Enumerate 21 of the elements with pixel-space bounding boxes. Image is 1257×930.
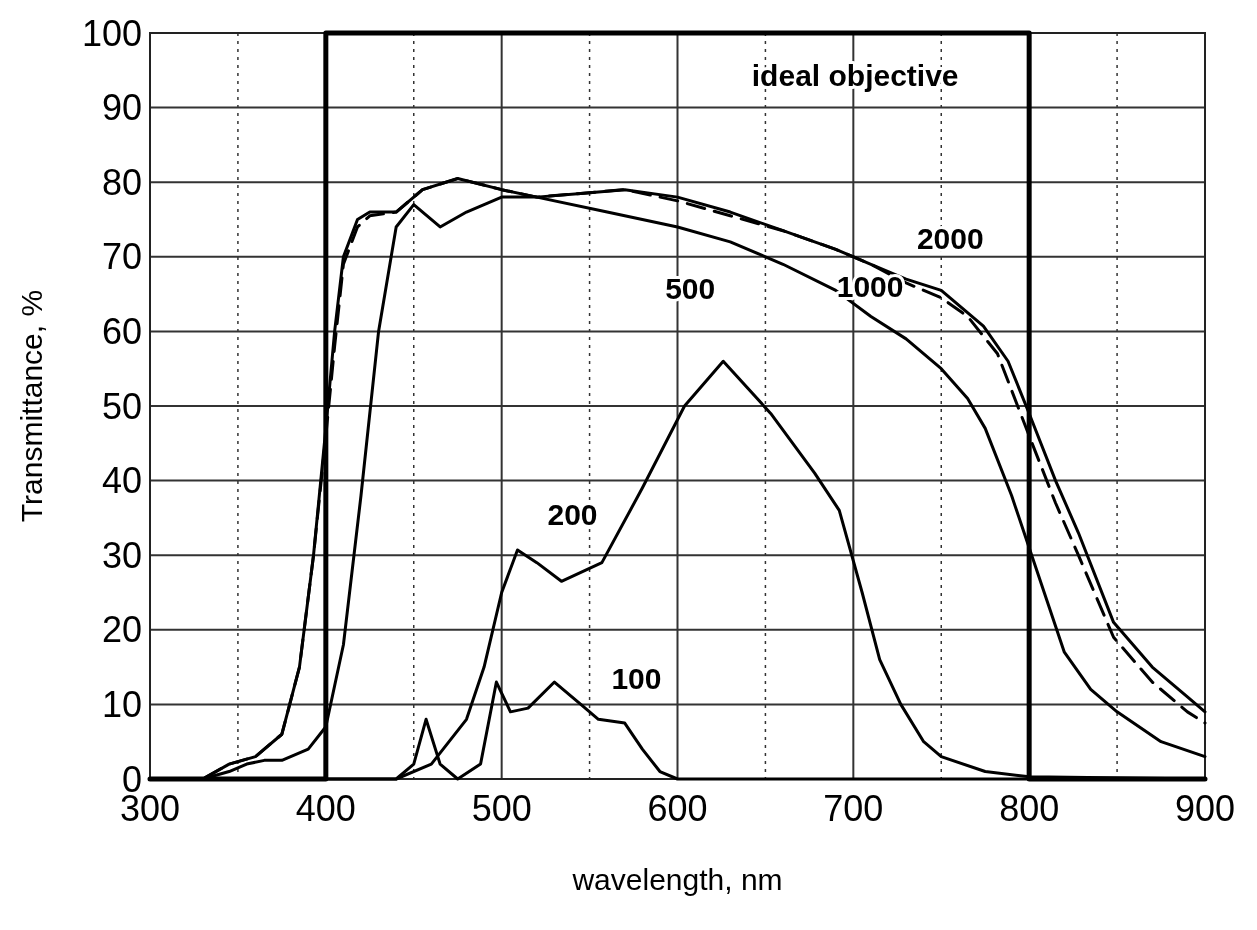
x-tick-label: 900 <box>1174 788 1236 829</box>
y-tick-label: 30 <box>101 534 142 576</box>
y-tick-label: 100 <box>81 12 142 54</box>
x-axis-title: wavelength, nm <box>571 863 783 896</box>
x-tick-label: 500 <box>471 788 532 829</box>
series-label: 2000 <box>916 221 984 255</box>
series-label: 100 <box>611 661 662 695</box>
y-tick-label: 40 <box>101 460 142 502</box>
y-tick-label: 80 <box>101 161 142 203</box>
y-tick-label: 50 <box>101 385 142 427</box>
y-axis-title: Transmittance, % <box>15 289 48 523</box>
y-tick-label: 70 <box>101 236 142 278</box>
x-tick-label: 800 <box>999 788 1060 829</box>
y-tick-label: 60 <box>101 311 142 352</box>
y-tick-label: 90 <box>101 87 142 129</box>
x-tick-label: 400 <box>295 788 356 829</box>
x-tick-label: 600 <box>647 788 708 829</box>
y-tick-label: 10 <box>101 684 142 725</box>
series-label: 200 <box>547 498 598 532</box>
x-tick-label: 700 <box>823 788 884 829</box>
y-tick-label: 20 <box>101 609 142 651</box>
